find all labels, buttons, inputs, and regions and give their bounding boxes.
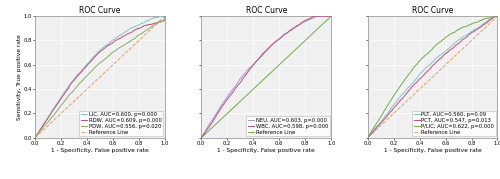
Title: ROC Curve: ROC Curve	[80, 6, 120, 15]
PCT, AUC=0.547, p=0.013	[482, 23, 488, 25]
PCT, AUC=0.547, p=0.013	[494, 15, 500, 17]
Y-axis label: Sensitivity, True positive rate: Sensitivity, True positive rate	[17, 34, 22, 120]
WBC, AUC=0.598, p=0.000	[198, 137, 204, 139]
LIC, AUC=0.600, p=0.000	[32, 137, 38, 139]
RDW, AUC=0.609, p=0.000	[109, 42, 115, 45]
P/LIC, AUC=0.622, p=0.000	[482, 18, 488, 20]
PDW, AUC=0.556, p=0.020	[110, 51, 116, 54]
NEU, AUC=0.603, p=0.000	[315, 15, 321, 17]
PLT, AUC=0.560, p=0.09	[364, 137, 370, 139]
NEU, AUC=0.603, p=0.000	[198, 136, 204, 138]
Line: RDW, AUC=0.609, p=0.000: RDW, AUC=0.609, p=0.000	[35, 16, 165, 138]
Title: ROC Curve: ROC Curve	[246, 6, 287, 15]
PDW, AUC=0.556, p=0.020	[109, 52, 115, 54]
RDW, AUC=0.609, p=0.000	[32, 136, 38, 138]
P/LIC, AUC=0.622, p=0.000	[365, 136, 371, 138]
RDW, AUC=0.609, p=0.000	[32, 137, 38, 139]
LIC, AUC=0.600, p=0.000	[162, 15, 168, 17]
PDW, AUC=0.556, p=0.020	[32, 137, 38, 139]
NEU, AUC=0.603, p=0.000	[276, 38, 281, 40]
WBC, AUC=0.598, p=0.000	[316, 15, 322, 17]
PDW, AUC=0.556, p=0.020	[162, 15, 168, 17]
WBC, AUC=0.598, p=0.000	[328, 15, 334, 17]
PLT, AUC=0.560, p=0.09	[494, 15, 500, 17]
LIC, AUC=0.600, p=0.000	[150, 17, 156, 19]
PLT, AUC=0.560, p=0.09	[442, 51, 448, 53]
NEU, AUC=0.603, p=0.000	[308, 18, 314, 20]
PLT, AUC=0.560, p=0.09	[365, 136, 371, 138]
PDW, AUC=0.556, p=0.020	[32, 136, 38, 138]
LIC, AUC=0.600, p=0.000	[109, 40, 115, 42]
WBC, AUC=0.598, p=0.000	[278, 37, 284, 39]
Legend: PLT, AUC=0.560, p=0.09, PCT, AUC=0.547, p=0.013, P/LIC, AUC=0.622, p=0.000, Refe: PLT, AUC=0.560, p=0.09, PCT, AUC=0.547, …	[412, 111, 496, 136]
WBC, AUC=0.598, p=0.000	[276, 38, 281, 41]
PLT, AUC=0.560, p=0.09	[474, 27, 480, 29]
P/LIC, AUC=0.622, p=0.000	[474, 21, 480, 23]
PLT, AUC=0.560, p=0.09	[482, 21, 488, 23]
WBC, AUC=0.598, p=0.000	[308, 17, 314, 19]
PCT, AUC=0.547, p=0.013	[365, 136, 371, 139]
Line: PLT, AUC=0.560, p=0.09: PLT, AUC=0.560, p=0.09	[368, 16, 498, 138]
RDW, AUC=0.609, p=0.000	[162, 15, 168, 17]
Legend: LIC, AUC=0.600, p=0.000, RDW, AUC=0.609, p=0.000, PDW, AUC=0.556, p=0.020, Refer: LIC, AUC=0.600, p=0.000, RDW, AUC=0.609,…	[80, 111, 164, 136]
X-axis label: 1 - Specificity, False positive rate: 1 - Specificity, False positive rate	[384, 148, 482, 153]
PCT, AUC=0.547, p=0.013	[474, 28, 480, 30]
P/LIC, AUC=0.622, p=0.000	[444, 35, 450, 37]
NEU, AUC=0.603, p=0.000	[316, 15, 322, 17]
LIC, AUC=0.600, p=0.000	[142, 21, 148, 23]
PCT, AUC=0.547, p=0.013	[444, 52, 450, 54]
PLT, AUC=0.560, p=0.09	[442, 51, 448, 53]
LIC, AUC=0.600, p=0.000	[110, 39, 116, 41]
PLT, AUC=0.560, p=0.09	[444, 49, 450, 51]
P/LIC, AUC=0.622, p=0.000	[364, 137, 370, 139]
Line: WBC, AUC=0.598, p=0.000: WBC, AUC=0.598, p=0.000	[202, 16, 331, 138]
LIC, AUC=0.600, p=0.000	[32, 136, 38, 138]
PDW, AUC=0.556, p=0.020	[112, 50, 117, 52]
P/LIC, AUC=0.622, p=0.000	[494, 15, 500, 17]
LIC, AUC=0.600, p=0.000	[112, 38, 117, 40]
WBC, AUC=0.598, p=0.000	[198, 136, 204, 138]
LIC, AUC=0.600, p=0.000	[158, 15, 164, 17]
X-axis label: 1 - Specificity, False positive rate: 1 - Specificity, False positive rate	[51, 148, 149, 153]
NEU, AUC=0.603, p=0.000	[278, 36, 284, 38]
P/LIC, AUC=0.622, p=0.000	[442, 37, 448, 39]
PCT, AUC=0.547, p=0.013	[442, 53, 448, 55]
RDW, AUC=0.609, p=0.000	[112, 40, 117, 42]
NEU, AUC=0.603, p=0.000	[328, 15, 334, 17]
Title: ROC Curve: ROC Curve	[412, 6, 453, 15]
Line: NEU, AUC=0.603, p=0.000: NEU, AUC=0.603, p=0.000	[202, 16, 331, 138]
WBC, AUC=0.598, p=0.000	[312, 15, 318, 17]
PLT, AUC=0.560, p=0.09	[492, 15, 498, 17]
NEU, AUC=0.603, p=0.000	[198, 137, 204, 139]
NEU, AUC=0.603, p=0.000	[275, 39, 281, 41]
RDW, AUC=0.609, p=0.000	[142, 25, 148, 27]
PCT, AUC=0.547, p=0.013	[364, 137, 370, 139]
PCT, AUC=0.547, p=0.013	[493, 15, 499, 17]
Line: PCT, AUC=0.547, p=0.013: PCT, AUC=0.547, p=0.013	[368, 16, 498, 138]
Line: LIC, AUC=0.600, p=0.000: LIC, AUC=0.600, p=0.000	[35, 16, 165, 138]
PDW, AUC=0.556, p=0.020	[142, 30, 148, 33]
P/LIC, AUC=0.622, p=0.000	[442, 37, 448, 39]
Legend: NEU, AUC=0.603, p=0.000, WBC, AUC=0.598, p=0.000, Reference Line: NEU, AUC=0.603, p=0.000, WBC, AUC=0.598,…	[246, 117, 330, 136]
PCT, AUC=0.547, p=0.013	[442, 53, 448, 55]
RDW, AUC=0.609, p=0.000	[110, 42, 116, 44]
Line: P/LIC, AUC=0.622, p=0.000: P/LIC, AUC=0.622, p=0.000	[368, 16, 498, 138]
X-axis label: 1 - Specificity, False positive rate: 1 - Specificity, False positive rate	[218, 148, 315, 153]
WBC, AUC=0.598, p=0.000	[275, 38, 281, 41]
PDW, AUC=0.556, p=0.020	[150, 25, 156, 27]
RDW, AUC=0.609, p=0.000	[150, 23, 156, 25]
Line: PDW, AUC=0.556, p=0.020: PDW, AUC=0.556, p=0.020	[35, 16, 165, 138]
P/LIC, AUC=0.622, p=0.000	[494, 15, 500, 17]
